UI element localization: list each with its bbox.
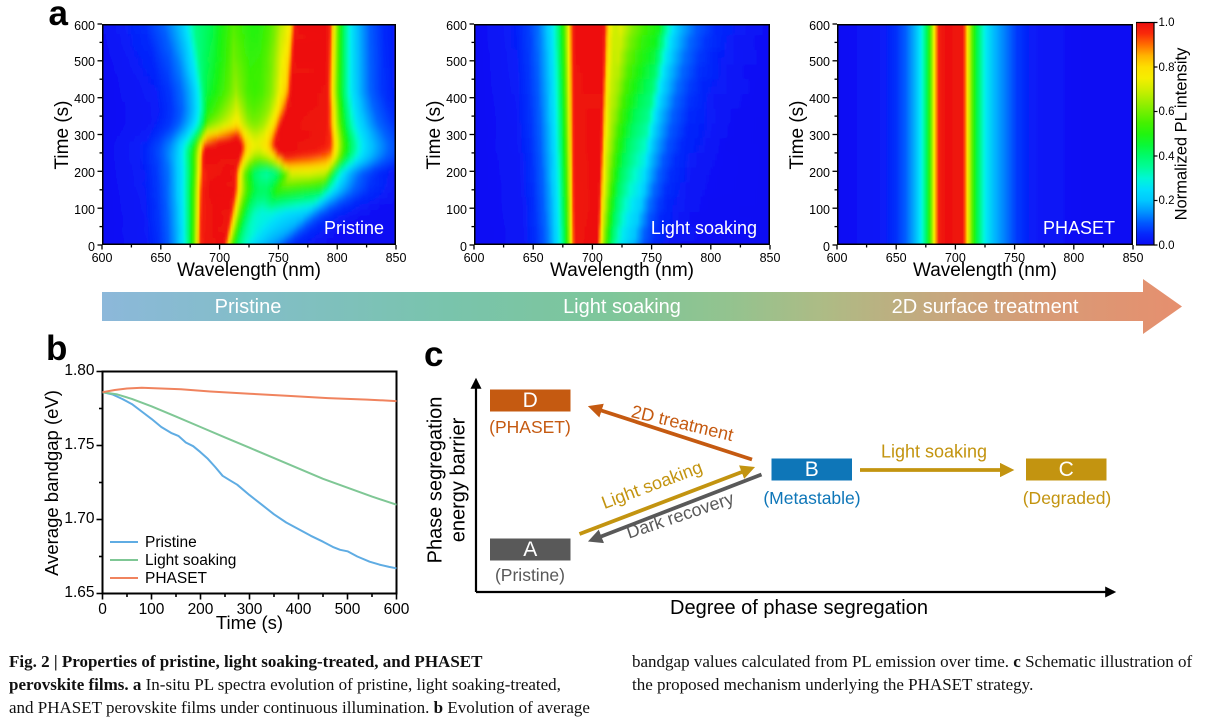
svg-text:PHASET: PHASET — [1043, 218, 1115, 238]
svg-text:(Metastable): (Metastable) — [763, 488, 860, 508]
svg-text:(Degraded): (Degraded) — [1023, 488, 1112, 508]
svg-text:(Pristine): (Pristine) — [495, 565, 565, 585]
svg-text:Light soaking: Light soaking — [651, 218, 757, 238]
svg-text:A: A — [523, 538, 537, 561]
svg-text:(PHASET): (PHASET) — [489, 417, 571, 437]
svg-text:C: C — [1059, 458, 1074, 481]
svg-text:Light soaking: Light soaking — [881, 442, 987, 462]
svg-text:Degree of phase segregation: Degree of phase segregation — [670, 597, 928, 619]
svg-text:Pristine: Pristine — [324, 218, 384, 238]
svg-text:D: D — [523, 389, 538, 412]
svg-text:B: B — [805, 458, 819, 481]
